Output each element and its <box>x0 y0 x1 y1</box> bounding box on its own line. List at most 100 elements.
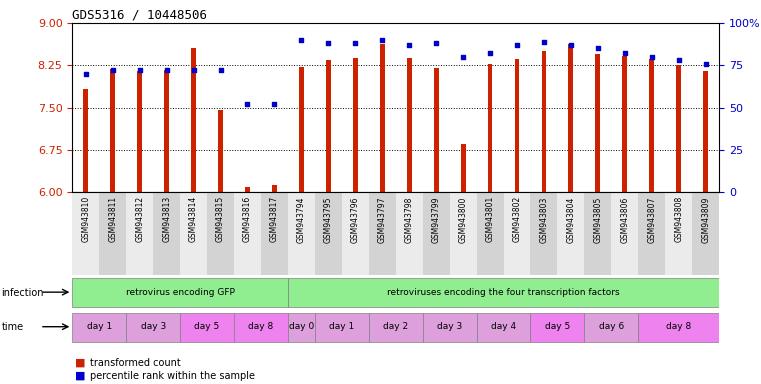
Bar <box>84 89 88 192</box>
Point <box>80 71 92 77</box>
Point <box>107 67 119 73</box>
Bar <box>460 144 466 192</box>
Bar <box>649 58 654 192</box>
Bar <box>164 70 169 192</box>
Text: GSM943814: GSM943814 <box>189 196 198 242</box>
Text: day 8: day 8 <box>248 322 274 331</box>
Text: day 3: day 3 <box>141 322 166 331</box>
Bar <box>191 48 196 192</box>
Text: GSM943801: GSM943801 <box>486 196 495 242</box>
Text: day 0: day 0 <box>288 322 314 331</box>
Point <box>322 40 334 46</box>
Bar <box>584 313 638 342</box>
Text: day 4: day 4 <box>491 322 516 331</box>
Bar <box>342 192 369 275</box>
Point <box>484 50 496 56</box>
Bar <box>326 60 331 192</box>
Text: infection: infection <box>2 288 44 298</box>
Text: GSM943805: GSM943805 <box>594 196 603 243</box>
Text: GSM943817: GSM943817 <box>270 196 279 242</box>
Text: GSM943807: GSM943807 <box>648 196 656 243</box>
Bar <box>126 192 153 275</box>
Bar <box>665 192 693 275</box>
Text: GSM943809: GSM943809 <box>701 196 710 243</box>
Bar <box>638 313 719 342</box>
Point <box>349 40 361 46</box>
Bar <box>72 192 99 275</box>
Bar <box>315 313 369 342</box>
Text: GSM943803: GSM943803 <box>540 196 549 243</box>
Text: day 8: day 8 <box>666 322 691 331</box>
Bar <box>693 192 719 275</box>
Text: day 3: day 3 <box>437 322 462 331</box>
Point <box>619 50 631 56</box>
Point <box>269 101 281 107</box>
Bar <box>369 192 396 275</box>
Text: GSM943798: GSM943798 <box>405 196 414 243</box>
Bar <box>450 192 476 275</box>
Bar <box>476 313 530 342</box>
Bar <box>677 65 681 192</box>
Bar <box>638 192 665 275</box>
Text: day 5: day 5 <box>194 322 220 331</box>
Bar <box>99 192 126 275</box>
Bar <box>611 192 638 275</box>
Text: day 1: day 1 <box>330 322 355 331</box>
Bar <box>353 58 358 192</box>
Bar <box>622 56 627 192</box>
Text: GSM943797: GSM943797 <box>377 196 387 243</box>
Text: GSM943812: GSM943812 <box>135 196 144 242</box>
Text: ■: ■ <box>75 371 85 381</box>
Text: GDS5316 / 10448506: GDS5316 / 10448506 <box>72 9 207 22</box>
Point <box>645 54 658 60</box>
Bar <box>584 192 611 275</box>
Text: day 5: day 5 <box>545 322 570 331</box>
Text: GSM943810: GSM943810 <box>81 196 91 242</box>
Text: ■: ■ <box>75 358 85 368</box>
Bar <box>407 58 412 192</box>
Bar <box>288 278 719 308</box>
Bar <box>514 58 520 192</box>
Text: percentile rank within the sample: percentile rank within the sample <box>90 371 255 381</box>
Point <box>457 54 470 60</box>
Point <box>161 67 173 73</box>
Bar <box>234 313 288 342</box>
Point <box>565 42 577 48</box>
Bar <box>299 67 304 192</box>
Bar <box>288 192 315 275</box>
Bar <box>476 192 504 275</box>
Text: GSM943800: GSM943800 <box>459 196 467 243</box>
Bar <box>703 71 708 192</box>
Point <box>538 38 550 45</box>
Bar <box>245 187 250 192</box>
Bar <box>557 192 584 275</box>
Point <box>699 61 712 67</box>
Text: GSM943794: GSM943794 <box>297 196 306 243</box>
Bar <box>595 54 600 192</box>
Text: day 6: day 6 <box>599 322 624 331</box>
Text: GSM943811: GSM943811 <box>108 196 117 242</box>
Text: time: time <box>2 322 24 332</box>
Text: GSM943813: GSM943813 <box>162 196 171 242</box>
Text: GSM943808: GSM943808 <box>674 196 683 242</box>
Bar <box>180 192 207 275</box>
Bar <box>396 192 422 275</box>
Text: day 2: day 2 <box>383 322 409 331</box>
Bar <box>422 313 476 342</box>
Text: day 1: day 1 <box>87 322 112 331</box>
Point <box>511 42 523 48</box>
Text: GSM943795: GSM943795 <box>324 196 333 243</box>
Text: GSM943804: GSM943804 <box>566 196 575 243</box>
Bar <box>369 313 422 342</box>
Text: GSM943796: GSM943796 <box>351 196 360 243</box>
Text: GSM943802: GSM943802 <box>512 196 521 242</box>
Text: retrovirus encoding GFP: retrovirus encoding GFP <box>126 288 234 297</box>
Text: retroviruses encoding the four transcription factors: retroviruses encoding the four transcrip… <box>387 288 620 297</box>
Bar <box>72 278 288 308</box>
Bar <box>434 68 438 192</box>
Bar <box>568 45 573 192</box>
Point <box>215 67 227 73</box>
Bar <box>288 313 315 342</box>
Bar <box>180 313 234 342</box>
Text: GSM943799: GSM943799 <box>431 196 441 243</box>
